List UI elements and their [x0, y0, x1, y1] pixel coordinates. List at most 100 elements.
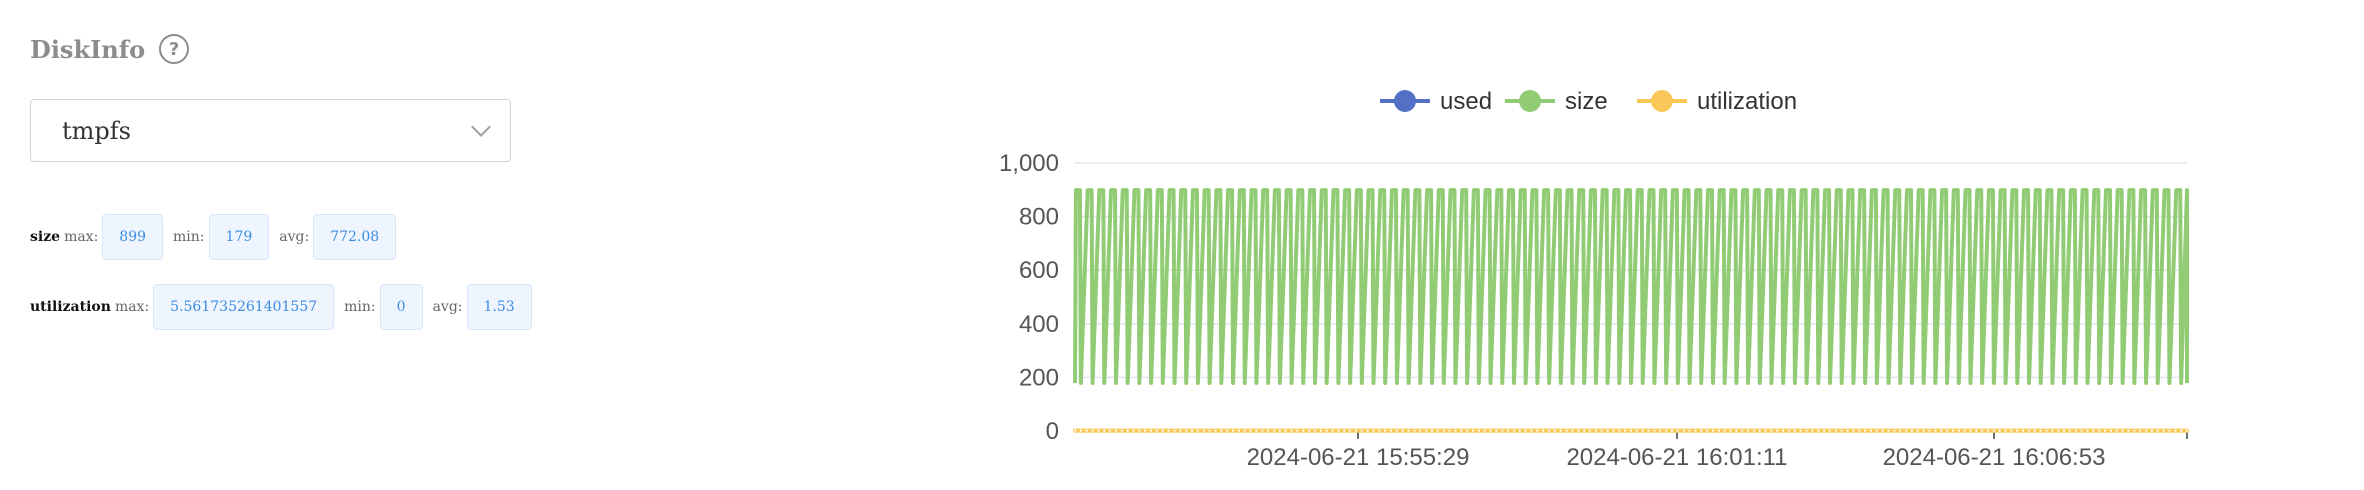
- series-utilization-point: [1805, 429, 1808, 432]
- x-tick-label: 2024-06-21 16:01:11: [1566, 444, 1787, 471]
- series-utilization-point: [1828, 429, 1831, 432]
- series-utilization-point: [1641, 429, 1644, 432]
- series-utilization-point: [1951, 429, 1954, 432]
- series-utilization-point: [1401, 429, 1404, 432]
- series-utilization-point: [2121, 429, 2124, 432]
- series-utilization-point: [1331, 429, 1334, 432]
- series-utilization-point: [1278, 429, 1281, 432]
- series-utilization-point: [2109, 429, 2112, 432]
- series-size-line: [1075, 190, 2187, 383]
- series-utilization-point: [1676, 429, 1679, 432]
- series-utilization-point: [1126, 429, 1129, 432]
- series-utilization-point: [1103, 429, 1106, 432]
- series-utilization-point: [2057, 429, 2060, 432]
- series-utilization-point: [1155, 429, 1158, 432]
- series-utilization-point: [1430, 429, 1433, 432]
- series-utilization-point: [1594, 429, 1597, 432]
- series-utilization-point: [1149, 429, 1152, 432]
- series-utilization-point: [1653, 429, 1656, 432]
- series-utilization-point: [1343, 429, 1346, 432]
- series-utilization-point: [1512, 429, 1515, 432]
- series-utilization-point: [2168, 429, 2171, 432]
- series-utilization-point: [2004, 429, 2007, 432]
- legend-used-label: used: [1440, 88, 1492, 115]
- series-utilization-point: [1945, 429, 1948, 432]
- series-utilization-point: [1741, 429, 1744, 432]
- series-utilization-point: [2027, 429, 2030, 432]
- series-utilization-point: [1758, 429, 1761, 432]
- series-utilization-point: [1688, 429, 1691, 432]
- series-utilization-point: [1799, 429, 1802, 432]
- series-utilization-point: [1173, 429, 1176, 432]
- series-utilization-point: [1436, 429, 1439, 432]
- series-utilization-point: [1776, 429, 1779, 432]
- series-utilization-point: [2139, 429, 2142, 432]
- y-tick-label: 600: [1019, 257, 1059, 284]
- series-utilization-point: [1910, 429, 1913, 432]
- series-utilization-point: [1226, 429, 1229, 432]
- series-utilization-point: [2098, 429, 2101, 432]
- series-utilization-point: [1185, 429, 1188, 432]
- series-utilization-point: [1460, 429, 1463, 432]
- series-utilization-point: [1782, 429, 1785, 432]
- series-utilization-point: [2068, 429, 2071, 432]
- series-utilization-point: [1893, 429, 1896, 432]
- series-utilization-point: [1612, 429, 1615, 432]
- series-utilization-point: [1577, 429, 1580, 432]
- series-utilization-point: [1729, 429, 1732, 432]
- series-utilization-point: [1629, 429, 1632, 432]
- series-utilization-point: [2115, 429, 2118, 432]
- series-utilization-point: [1302, 429, 1305, 432]
- series-utilization-point: [1179, 429, 1182, 432]
- series-utilization-point: [2180, 429, 2183, 432]
- series-utilization-point: [1659, 429, 1662, 432]
- series-utilization-point: [1272, 429, 1275, 432]
- series-utilization-point: [1506, 429, 1509, 432]
- series-utilization-point: [1565, 429, 1568, 432]
- series-utilization-point: [1618, 429, 1621, 432]
- series-utilization-point: [1647, 429, 1650, 432]
- series-utilization-point: [2092, 429, 2095, 432]
- series-utilization-point: [1489, 429, 1492, 432]
- series-utilization-point: [1975, 429, 1978, 432]
- series-utilization-point: [1366, 429, 1369, 432]
- series-utilization-point: [1360, 429, 1363, 432]
- series-utilization-point: [1823, 429, 1826, 432]
- y-tick-label: 800: [1019, 204, 1059, 231]
- series-utilization-point: [1407, 429, 1410, 432]
- series-utilization-point: [1413, 429, 1416, 432]
- series-utilization-point: [1571, 429, 1574, 432]
- series-utilization-point: [1243, 429, 1246, 432]
- series-utilization-point: [1448, 429, 1451, 432]
- series-utilization-point: [1904, 429, 1907, 432]
- series-utilization-point: [1161, 429, 1164, 432]
- series-utilization-point: [1419, 429, 1422, 432]
- series-utilization-point: [1120, 429, 1123, 432]
- series-utilization-point: [1553, 429, 1556, 432]
- series-utilization-point: [1442, 429, 1445, 432]
- series-utilization-point: [1454, 429, 1457, 432]
- series-utilization-point: [1378, 429, 1381, 432]
- series-utilization-point: [1793, 429, 1796, 432]
- series-utilization-point: [1202, 429, 1205, 432]
- series-utilization-point: [1220, 429, 1223, 432]
- series-utilization-point: [1700, 429, 1703, 432]
- legend-utilization-label: utilization: [1697, 88, 1797, 115]
- series-utilization-point: [2127, 429, 2130, 432]
- series-utilization-point: [2080, 429, 2083, 432]
- series-utilization-point: [1261, 429, 1264, 432]
- series-utilization-point: [1694, 429, 1697, 432]
- series-utilization-point: [1132, 429, 1135, 432]
- series-utilization-point: [1665, 429, 1668, 432]
- series-utilization-point: [1624, 429, 1627, 432]
- series-utilization-point: [1764, 429, 1767, 432]
- series-utilization-point: [1372, 429, 1375, 432]
- series-utilization-point: [1354, 429, 1357, 432]
- series-utilization-point: [1518, 429, 1521, 432]
- series-utilization-point: [1255, 429, 1258, 432]
- series-utilization-point: [1635, 429, 1638, 432]
- series-utilization-point: [1881, 429, 1884, 432]
- series-utilization-point: [1348, 429, 1351, 432]
- series-utilization-point: [1588, 429, 1591, 432]
